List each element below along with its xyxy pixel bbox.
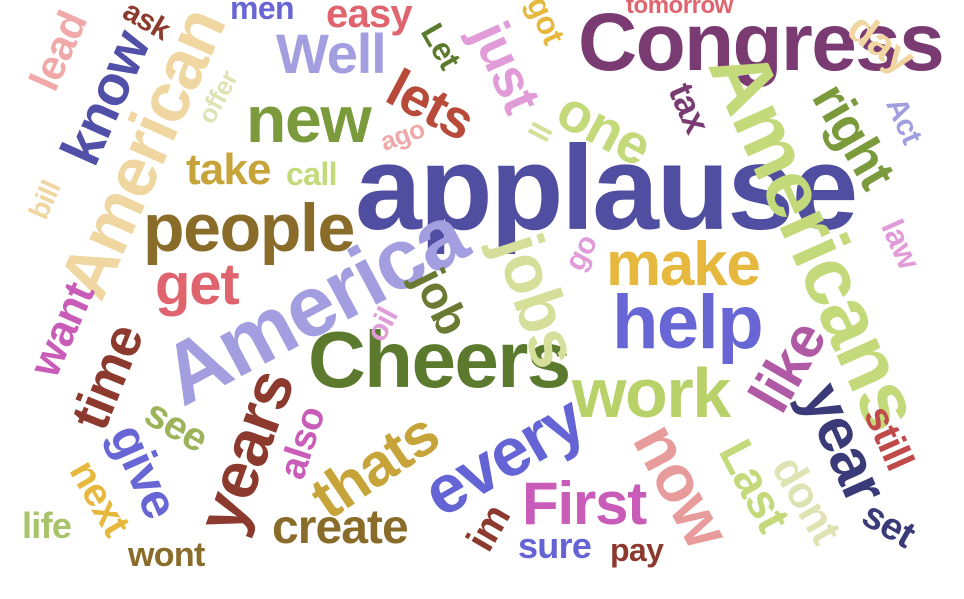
- word-people: people: [143, 190, 355, 266]
- word-life: life: [22, 505, 72, 546]
- word-help: help: [612, 280, 764, 365]
- word-sure: sure: [518, 525, 592, 566]
- word-easy: easy: [326, 0, 413, 36]
- word-create: create: [272, 501, 409, 554]
- word-got: got: [519, 0, 573, 50]
- word-work: work: [572, 354, 731, 432]
- word-get: get: [155, 252, 240, 317]
- word-law: law: [874, 213, 928, 275]
- word-tomorrow: tomorrow: [626, 0, 733, 19]
- word-let: Let: [413, 17, 469, 75]
- word-applause: applause: [355, 121, 858, 255]
- word-take: take: [186, 145, 271, 194]
- word-congress: Congress: [578, 0, 945, 88]
- word-new: new: [246, 82, 372, 156]
- word-first: First: [522, 470, 647, 537]
- word-well: Well: [276, 22, 387, 85]
- word-pay: pay: [610, 532, 664, 568]
- word-wont: wont: [128, 536, 205, 574]
- word-make: make: [606, 230, 761, 299]
- word-bill: bill: [22, 176, 67, 224]
- word-set: set: [855, 493, 922, 557]
- word-men: men: [230, 0, 295, 26]
- word-cheers: Cheers: [308, 315, 571, 404]
- word-call: call: [286, 156, 337, 192]
